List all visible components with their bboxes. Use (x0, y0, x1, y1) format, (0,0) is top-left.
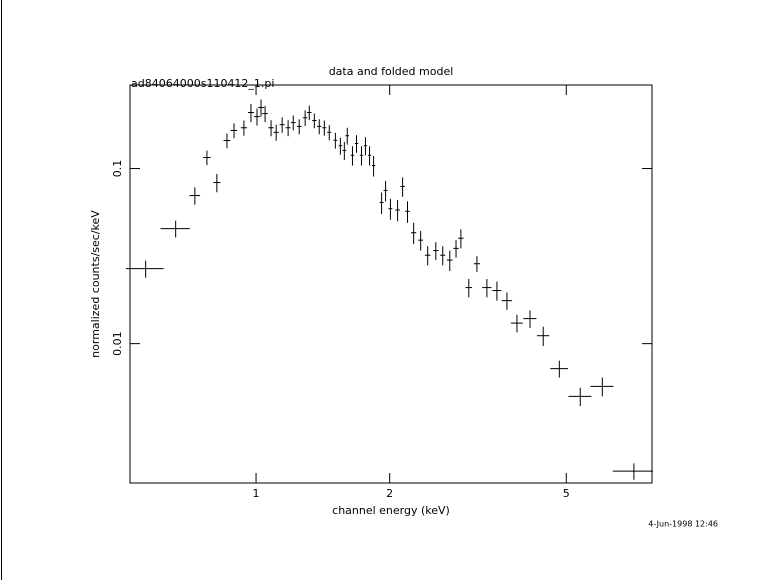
x-tick-label: 5 (563, 487, 570, 500)
x-tick-label: 1 (253, 487, 260, 500)
y-axis-label: normalized counts/sec/keV (89, 210, 102, 358)
x-axis-label: channel energy (keV) (332, 504, 450, 517)
timestamp: 4-Jun-1998 12:46 (648, 520, 718, 529)
y-tick-label: 0.01 (111, 331, 124, 356)
y-tick-label: 0.1 (111, 160, 124, 178)
plot-frame (129, 84, 653, 484)
x-tick-label: 2 (386, 487, 393, 500)
chart-subtitle: ad84064000s110412_1.pi (131, 77, 274, 90)
chart-title: data and folded model (329, 65, 454, 78)
